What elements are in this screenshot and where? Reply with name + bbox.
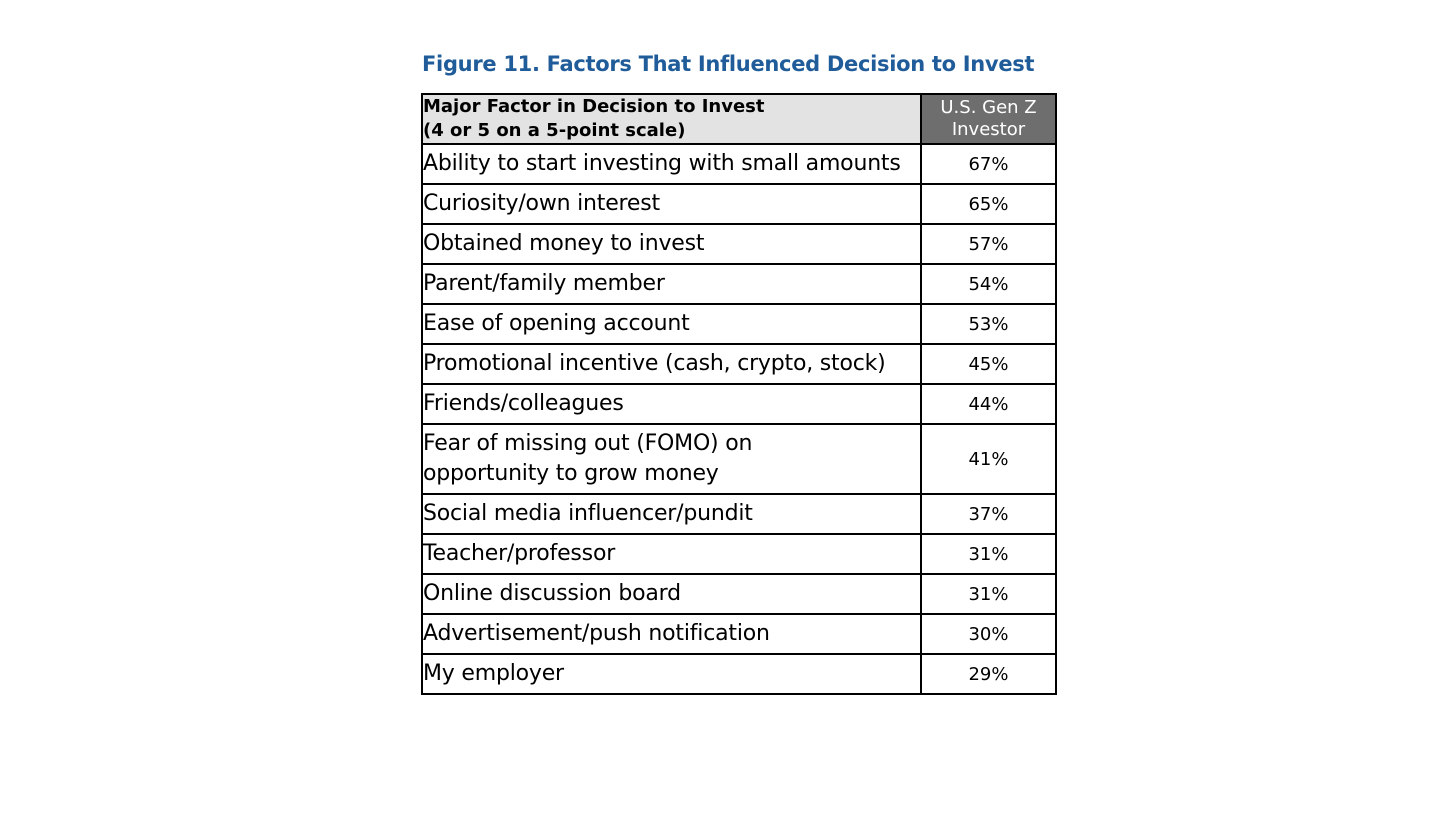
- percent-cell: 65%: [920, 183, 1057, 225]
- percent-cell: 29%: [920, 653, 1057, 695]
- factor-cell: Promotional incentive (cash, crypto, sto…: [421, 343, 922, 385]
- table-row: Promotional incentive (cash, crypto, sto…: [421, 343, 1057, 385]
- factor-cell: Parent/family member: [421, 263, 922, 305]
- factors-table: Major Factor in Decision to Invest (4 or…: [421, 93, 1057, 695]
- factor-cell: Advertisement/push notification: [421, 613, 922, 655]
- table-row: Ability to start investing with small am…: [421, 143, 1057, 185]
- column-header-investor: U.S. Gen Z Investor: [920, 93, 1057, 145]
- table-row: Fear of missing out (FOMO) on opportunit…: [421, 423, 1057, 495]
- table-row: Curiosity/own interest 65%: [421, 183, 1057, 225]
- factor-cell: Obtained money to invest: [421, 223, 922, 265]
- percent-cell: 31%: [920, 573, 1057, 615]
- column-header-investor-line2: Investor: [951, 119, 1026, 140]
- factor-cell-line1: Fear of missing out (FOMO) on: [423, 431, 753, 456]
- percent-cell: 53%: [920, 303, 1057, 345]
- factor-cell: Ease of opening account: [421, 303, 922, 345]
- figure-title: Figure 11. Factors That Influenced Decis…: [422, 52, 1035, 76]
- factor-cell: Ability to start investing with small am…: [421, 143, 922, 185]
- table-row: Ease of opening account 53%: [421, 303, 1057, 345]
- table-row: Obtained money to invest 57%: [421, 223, 1057, 265]
- factor-cell: Curiosity/own interest: [421, 183, 922, 225]
- factor-cell: Friends/colleagues: [421, 383, 922, 425]
- percent-cell: 57%: [920, 223, 1057, 265]
- factor-cell: Fear of missing out (FOMO) on opportunit…: [421, 423, 922, 495]
- column-header-factor: Major Factor in Decision to Invest (4 or…: [421, 93, 922, 145]
- table-row: Online discussion board 31%: [421, 573, 1057, 615]
- percent-cell: 30%: [920, 613, 1057, 655]
- table-row: Parent/family member 54%: [421, 263, 1057, 305]
- percent-cell: 45%: [920, 343, 1057, 385]
- factor-cell: Social media influencer/pundit: [421, 493, 922, 535]
- table-row: Friends/colleagues 44%: [421, 383, 1057, 425]
- table-row: Teacher/professor 31%: [421, 533, 1057, 575]
- table-header-row: Major Factor in Decision to Invest (4 or…: [421, 93, 1057, 145]
- percent-cell: 54%: [920, 263, 1057, 305]
- percent-cell: 31%: [920, 533, 1057, 575]
- percent-cell: 41%: [920, 423, 1057, 495]
- column-header-investor-line1: U.S. Gen Z: [940, 97, 1037, 118]
- percent-cell: 37%: [920, 493, 1057, 535]
- factor-cell: My employer: [421, 653, 922, 695]
- factor-cell-line2: opportunity to grow money: [423, 461, 719, 486]
- table-row: My employer 29%: [421, 653, 1057, 695]
- column-header-factor-line2: (4 or 5 on a 5-point scale): [423, 120, 686, 141]
- table-row: Advertisement/push notification 30%: [421, 613, 1057, 655]
- column-header-factor-line1: Major Factor in Decision to Invest: [423, 96, 765, 117]
- table-row: Social media influencer/pundit 37%: [421, 493, 1057, 535]
- percent-cell: 67%: [920, 143, 1057, 185]
- factor-cell: Online discussion board: [421, 573, 922, 615]
- factor-cell: Teacher/professor: [421, 533, 922, 575]
- percent-cell: 44%: [920, 383, 1057, 425]
